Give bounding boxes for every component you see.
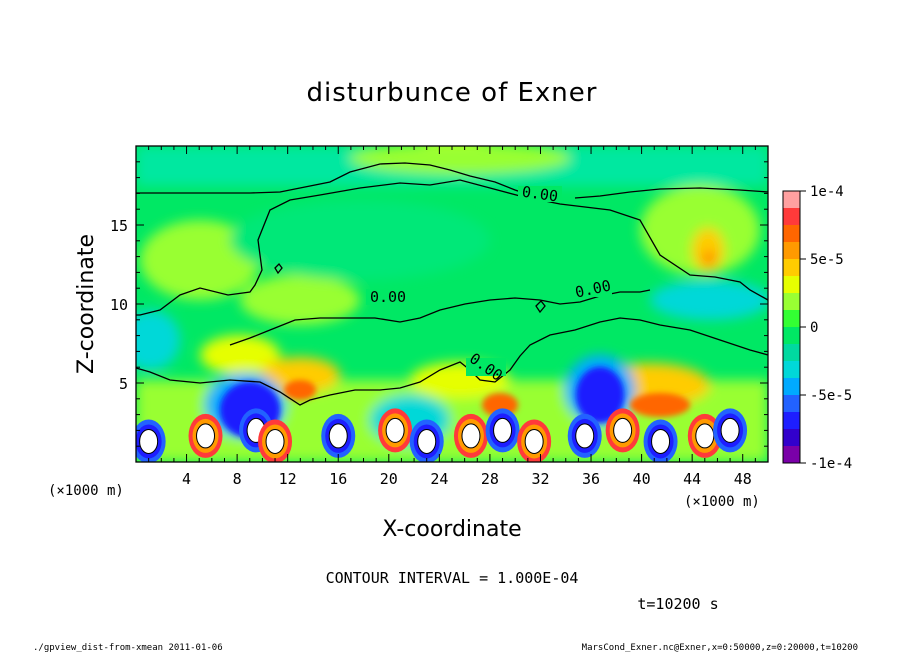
- cell-core: [575, 423, 595, 449]
- chart-title: disturbunce of Exner: [307, 78, 598, 108]
- orange-cell-3: [630, 393, 690, 417]
- colorbar-swatch: [783, 327, 800, 345]
- right-cyan-patch: [650, 280, 768, 320]
- x-tick-label: 44: [683, 470, 701, 488]
- right-orange-blob: [703, 252, 715, 264]
- colorbar-swatch: [783, 344, 800, 362]
- lower-zero-contour: [135, 317, 769, 406]
- x-tick-label: 16: [329, 470, 347, 488]
- cell-core: [613, 417, 633, 443]
- colorbar-swatch: [783, 446, 800, 464]
- colorbar: [783, 191, 800, 464]
- colorbar-tick-label: -5e-5: [810, 388, 852, 404]
- colorbar-swatch: [783, 293, 800, 311]
- cell-core: [493, 417, 513, 443]
- colorbar-swatch: [783, 208, 800, 226]
- y-axis-ticks: 5 10 15: [110, 161, 768, 447]
- colorbar-swatch: [783, 429, 800, 447]
- colorbar-swatch: [783, 361, 800, 379]
- x-unit-label: (×1000 m): [48, 483, 124, 499]
- cell-core: [461, 423, 481, 449]
- contour-label-bg-1: [518, 186, 562, 202]
- cell-core: [265, 428, 285, 454]
- upper-right-lime: [640, 185, 760, 275]
- colorbar-swatch: [783, 191, 800, 209]
- contour-label-2: 0.00: [370, 288, 406, 306]
- cell-core: [328, 423, 348, 449]
- x-unit-label-right: (×1000 m): [684, 494, 760, 510]
- small-contour-1: [274, 263, 283, 275]
- cell-core: [139, 428, 159, 454]
- mid-cyan-patch: [230, 200, 490, 280]
- deep-blue-right: [576, 367, 624, 423]
- colorbar-swatch: [783, 378, 800, 396]
- contour-label-1: 0.00: [521, 183, 559, 206]
- x-tick-label: 32: [531, 470, 549, 488]
- x-tick-label: 24: [430, 470, 448, 488]
- x-tick-label: 48: [734, 470, 752, 488]
- upper-zero-contour: [136, 162, 769, 199]
- cell-core: [417, 428, 437, 454]
- colorbar-tick-label: 1e-4: [810, 184, 844, 200]
- small-contour-2: [535, 300, 546, 314]
- colorbar-swatch: [783, 276, 800, 294]
- colorbar-swatch: [783, 412, 800, 430]
- colorbar-swatch: [783, 259, 800, 277]
- y-tick-label: 15: [110, 217, 128, 235]
- cell-core: [196, 423, 216, 449]
- contour-label-bg-2: [366, 289, 410, 305]
- contour-label-bg-3: [572, 281, 612, 297]
- lower-yellow-1: [200, 335, 280, 375]
- zero-contours: [135, 162, 769, 406]
- colorbar-tick-label: 5e-5: [810, 252, 844, 268]
- time-text: t=10200 s: [637, 595, 718, 613]
- middle-zero-contour: [136, 179, 769, 316]
- footer-right-text: MarsCond_Exner.nc@Exner,x=0:50000,z=0:20…: [582, 643, 858, 653]
- colorbar-swatch: [783, 225, 800, 243]
- x-tick-label: 8: [233, 470, 242, 488]
- x-tick-label: 20: [380, 470, 398, 488]
- mid-lime: [240, 275, 360, 325]
- x-axis-title: X-coordinate: [382, 517, 521, 542]
- colorbar-tick-label: 0: [810, 320, 818, 336]
- y-tick-label: 10: [110, 296, 128, 314]
- left-cyan-patch: [136, 310, 180, 370]
- colorbar-swatch: [783, 395, 800, 413]
- colorbar-swatch: [783, 242, 800, 260]
- cell-core: [524, 428, 544, 454]
- orange-cell-1: [284, 380, 316, 400]
- top-lime-patch: [350, 146, 570, 174]
- y-axis-title: Z-coordinate: [74, 234, 99, 374]
- cell-core: [695, 423, 715, 449]
- colorbar-swatch: [783, 310, 800, 328]
- colorbar-tick-label: -1e-4: [810, 456, 852, 472]
- cell-core: [720, 417, 740, 443]
- x-tick-label: 12: [279, 470, 297, 488]
- contour-interval-text: CONTOUR INTERVAL = 1.000E-04: [326, 569, 579, 587]
- right-yellow-blob: [692, 228, 724, 272]
- heatmap-field: [136, 146, 768, 462]
- x-tick-label: 40: [633, 470, 651, 488]
- cell-core: [385, 417, 405, 443]
- contour-label-bg-4: [466, 358, 506, 376]
- x-tick-label: 36: [582, 470, 600, 488]
- footer-left-text: ./gpview_dist-from-xmean 2011-01-06: [33, 643, 223, 653]
- colorbar-ticks: 1e-4 5e-5 0 -5e-5 -1e-4: [800, 184, 852, 472]
- contour-label-boxes: [366, 186, 612, 376]
- surface-cells: [136, 408, 748, 462]
- x-axis-ticks: 4 8 12 16 20 24 28 32 36 40 44 48: [148, 146, 756, 488]
- lower-yellow-2: [260, 357, 340, 393]
- x-tick-label: 28: [481, 470, 499, 488]
- y-tick-label: 5: [119, 375, 128, 393]
- cell-core: [651, 428, 671, 454]
- x-tick-label: 4: [182, 470, 191, 488]
